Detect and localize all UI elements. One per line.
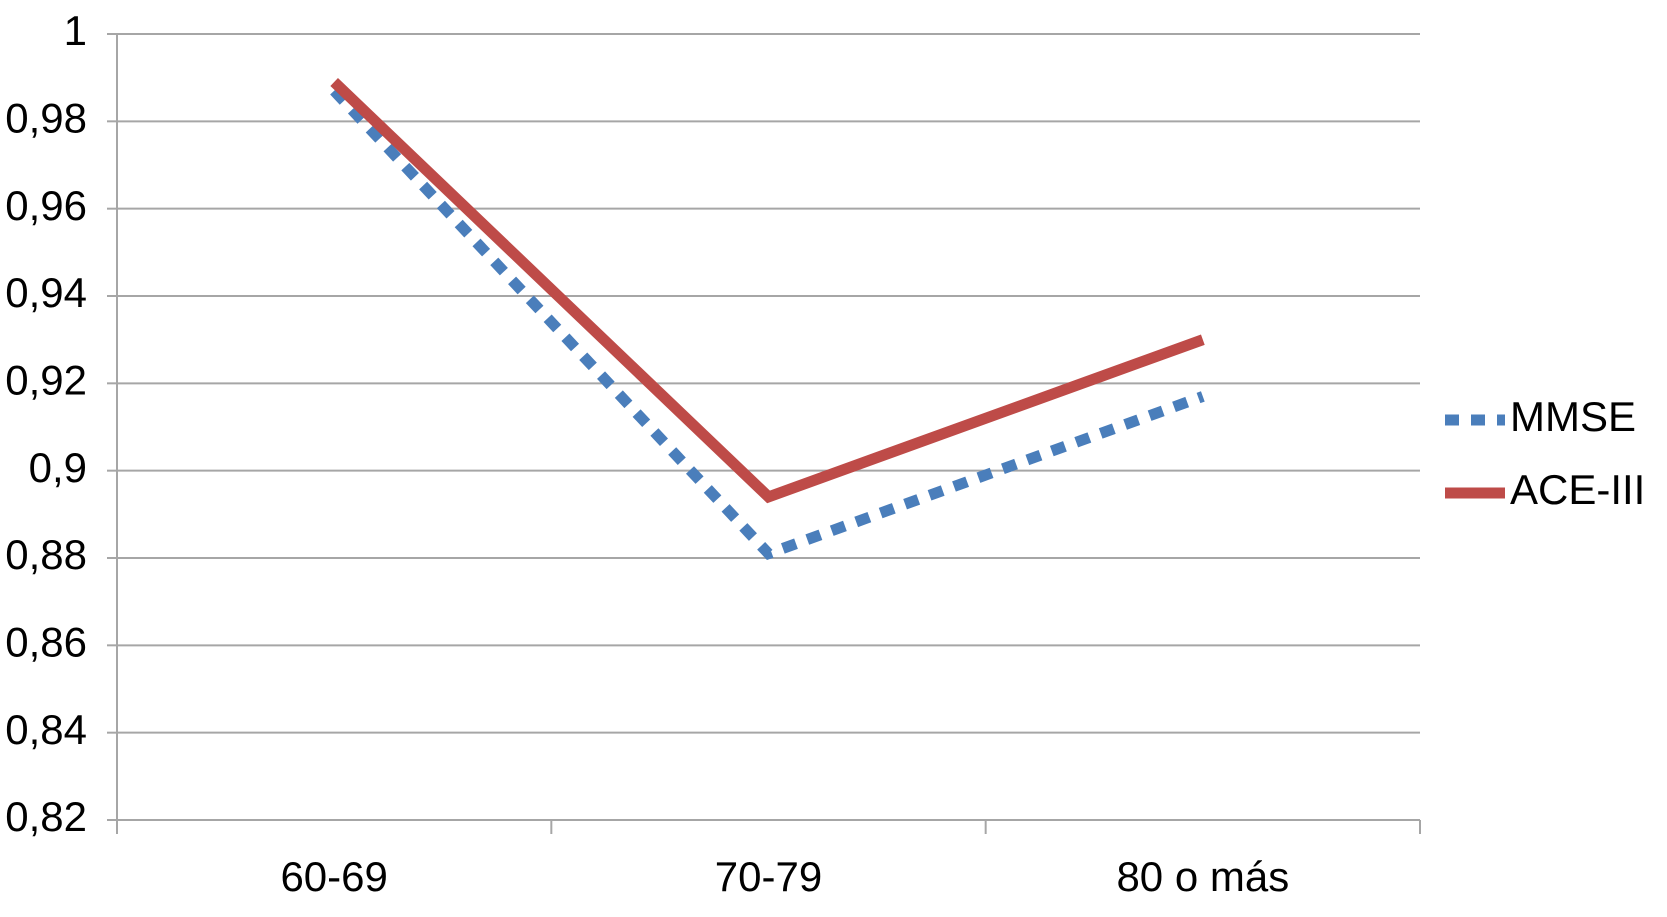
series-line [330, 78, 1205, 504]
y-tick-label: 0,9 [29, 444, 87, 491]
y-tick-label: 0,92 [5, 356, 87, 403]
y-tick-label: 0,84 [5, 706, 87, 753]
x-tick-label: 70-79 [715, 853, 822, 900]
y-tick-label: 0,82 [5, 793, 87, 840]
y-tick-label: 0,94 [5, 269, 87, 316]
y-tick-label: 0,86 [5, 618, 87, 665]
x-tick-label: 80 o más [1116, 853, 1289, 900]
series-line [330, 87, 1205, 561]
y-tick-label: 0,98 [5, 94, 87, 141]
legend-label: ACE-III [1510, 466, 1645, 513]
y-tick-label: 1 [64, 7, 87, 54]
legend-label: MMSE [1510, 393, 1636, 440]
x-tick-label: 60-69 [280, 853, 387, 900]
y-tick-label: 0,96 [5, 182, 87, 229]
y-tick-label: 0,88 [5, 531, 87, 578]
